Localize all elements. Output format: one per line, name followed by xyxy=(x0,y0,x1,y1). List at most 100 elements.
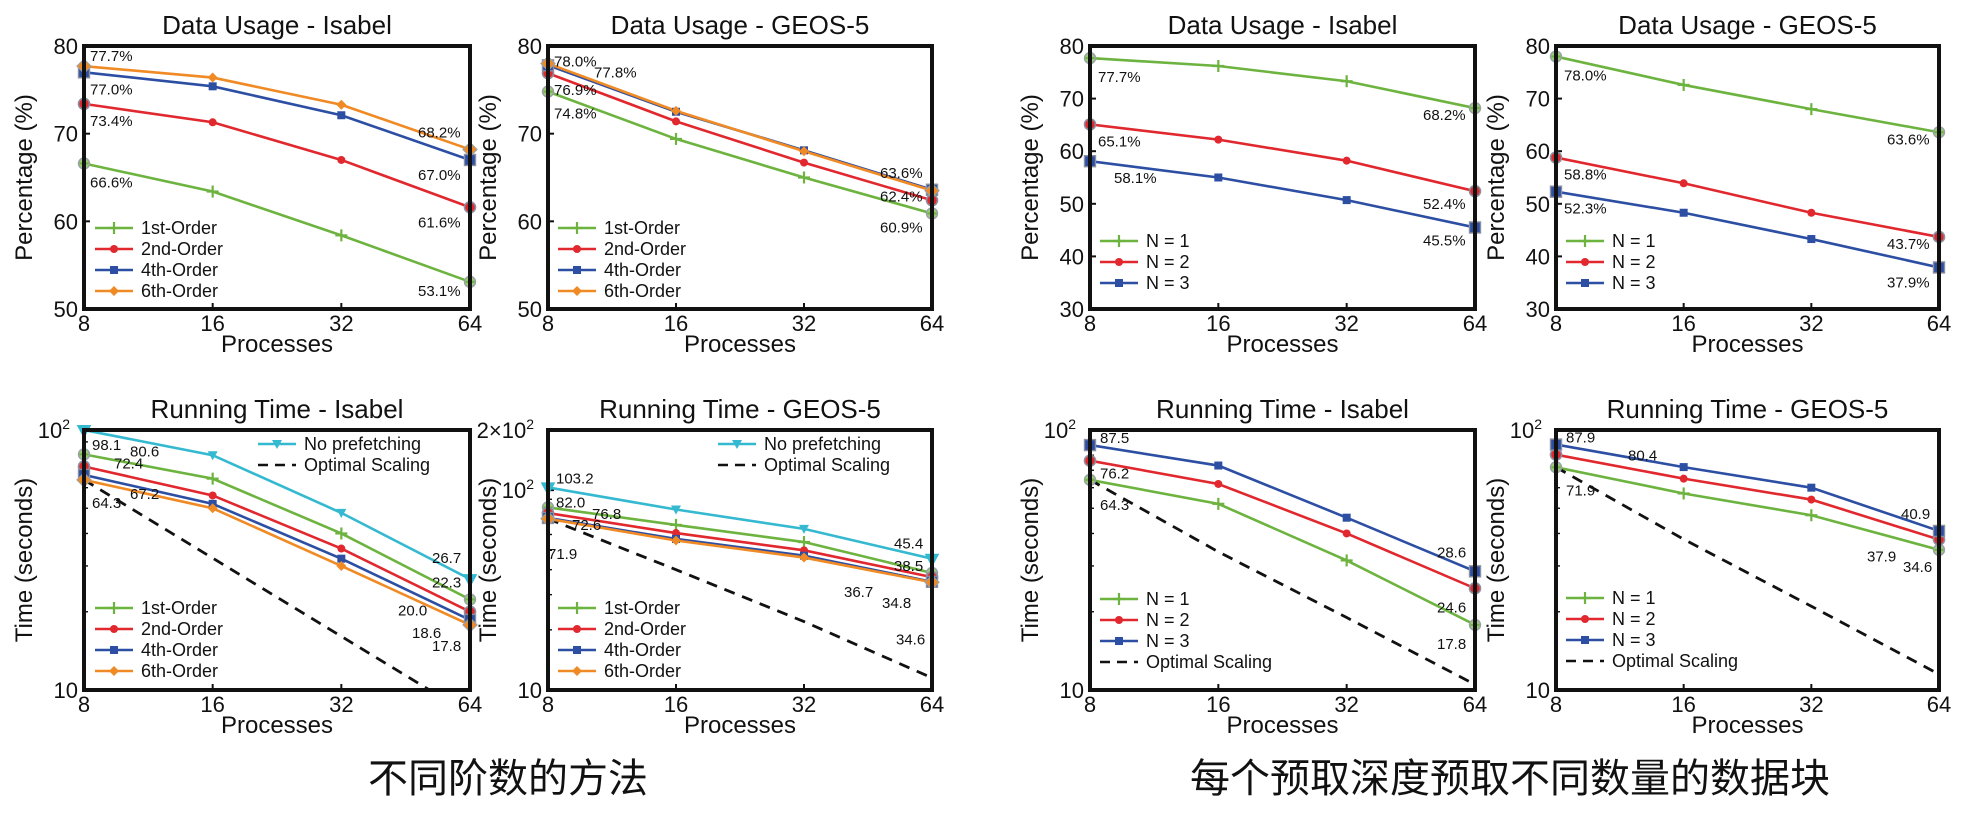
y-tick-label: 60 xyxy=(1060,139,1084,164)
series-1 xyxy=(84,162,470,284)
data-point xyxy=(1214,173,1223,182)
plot-frame xyxy=(1088,428,1477,692)
data-label: 68.2% xyxy=(418,124,461,141)
series-5 xyxy=(84,473,470,622)
data-point xyxy=(1805,509,1818,522)
x-tick-label: 64 xyxy=(458,692,482,717)
legend-entry: N = 3 xyxy=(1100,273,1190,293)
legend-label: Optimal Scaling xyxy=(1612,651,1738,671)
series-2 xyxy=(1556,156,1939,239)
data-point xyxy=(207,451,218,461)
data-point xyxy=(207,503,218,514)
data-point xyxy=(800,158,808,167)
x-tick-label: 64 xyxy=(1927,692,1951,717)
legend-entry: Optimal Scaling xyxy=(258,455,430,475)
data-point xyxy=(1342,196,1351,205)
data-label: 65.1% xyxy=(1098,133,1141,150)
series-6 xyxy=(84,478,470,627)
legend-label: N = 1 xyxy=(1612,588,1656,608)
data-point xyxy=(335,229,348,242)
series-1 xyxy=(548,486,932,560)
data-point xyxy=(799,552,809,563)
legend-label: 1st-Order xyxy=(604,598,680,618)
x-tick-label: 16 xyxy=(200,692,224,717)
series-line xyxy=(1090,123,1475,193)
data-label: 37.9 xyxy=(1867,549,1896,566)
data-point xyxy=(337,544,346,553)
y-axis-label: Percentage (%) xyxy=(1017,94,1044,261)
series-3 xyxy=(1090,443,1475,573)
y-tick-label: 40 xyxy=(1526,244,1550,269)
series-line xyxy=(1556,466,1939,676)
data-point xyxy=(799,146,809,157)
y-tick-label: 10 xyxy=(1526,678,1550,703)
y-axis-label: Percentage (%) xyxy=(1483,94,1510,261)
data-label: 77.7% xyxy=(1098,69,1141,86)
data-label: 62.4% xyxy=(880,188,923,205)
legend-entry: 1st-Order xyxy=(558,598,680,618)
data-label: 76.9% xyxy=(554,82,597,99)
legend-entry: N = 1 xyxy=(1566,231,1656,251)
legend-label: N = 3 xyxy=(1146,631,1190,651)
legend-entry: 1st-Order xyxy=(558,218,680,238)
data-point xyxy=(1679,179,1688,188)
legend-label: 6th-Order xyxy=(141,661,218,681)
series-line xyxy=(548,62,932,192)
data-label: 18.6 xyxy=(412,625,441,642)
x-axis-label: Processes xyxy=(684,331,796,358)
data-point xyxy=(1679,208,1688,217)
legend-entry: N = 3 xyxy=(1566,273,1656,293)
data-point xyxy=(798,171,810,184)
y-axis-label: Time (seconds) xyxy=(11,478,38,642)
legend-label: N = 1 xyxy=(1146,231,1190,251)
data-label: 34.8 xyxy=(882,595,911,612)
y-tick-label: 10 xyxy=(54,678,78,703)
data-label: 67.0% xyxy=(418,167,461,184)
series-4 xyxy=(1556,466,1939,676)
series-line xyxy=(1090,443,1475,573)
legend-label: 2nd-Order xyxy=(141,239,223,259)
series-3 xyxy=(1090,159,1475,229)
legend-entry: N = 1 xyxy=(1100,589,1190,609)
legend-label: N = 2 xyxy=(1146,610,1190,630)
x-tick-label: 8 xyxy=(542,311,554,336)
series-line xyxy=(1556,156,1939,239)
data-label: 87.5 xyxy=(1100,430,1129,447)
series-3 xyxy=(84,453,470,601)
legend-label: 1st-Order xyxy=(141,598,217,618)
y-tick-label: 10 xyxy=(1060,678,1084,703)
legend-entry: N = 2 xyxy=(1100,610,1190,630)
data-label: 40.9 xyxy=(1901,506,1930,523)
data-label: 37.9% xyxy=(1887,274,1930,291)
legend-entry: N = 2 xyxy=(1100,252,1190,272)
x-tick-label: 32 xyxy=(792,311,816,336)
data-point xyxy=(1212,497,1225,510)
series-line xyxy=(548,71,932,202)
series-line xyxy=(84,64,470,151)
data-label: 45.4 xyxy=(894,536,923,553)
x-tick-label: 32 xyxy=(792,692,816,717)
chart-title: Data Usage - Isabel xyxy=(162,10,392,40)
series-line xyxy=(1090,478,1475,686)
legend-label: 2nd-Order xyxy=(604,619,686,639)
data-point xyxy=(1342,156,1351,165)
x-tick-label: 16 xyxy=(200,311,224,336)
plot-frame xyxy=(1088,44,1477,311)
x-axis-label: Processes xyxy=(221,712,333,739)
x-tick-label: 8 xyxy=(78,311,90,336)
series-line xyxy=(548,506,932,575)
data-point xyxy=(1677,487,1690,500)
data-point xyxy=(671,105,681,116)
data-point xyxy=(208,82,217,91)
legend-label: 6th-Order xyxy=(604,281,681,301)
data-point xyxy=(1679,463,1688,472)
legend-entry: N = 3 xyxy=(1100,631,1190,651)
legend-label: 4th-Order xyxy=(141,260,218,280)
x-tick-label: 16 xyxy=(1206,311,1230,336)
legend-label: 2nd-Order xyxy=(604,239,686,259)
x-tick-label: 64 xyxy=(920,311,944,336)
data-label: 26.7 xyxy=(432,550,461,567)
x-axis-label: Processes xyxy=(221,331,333,358)
caption-left: 不同阶数的方法 xyxy=(368,756,648,802)
